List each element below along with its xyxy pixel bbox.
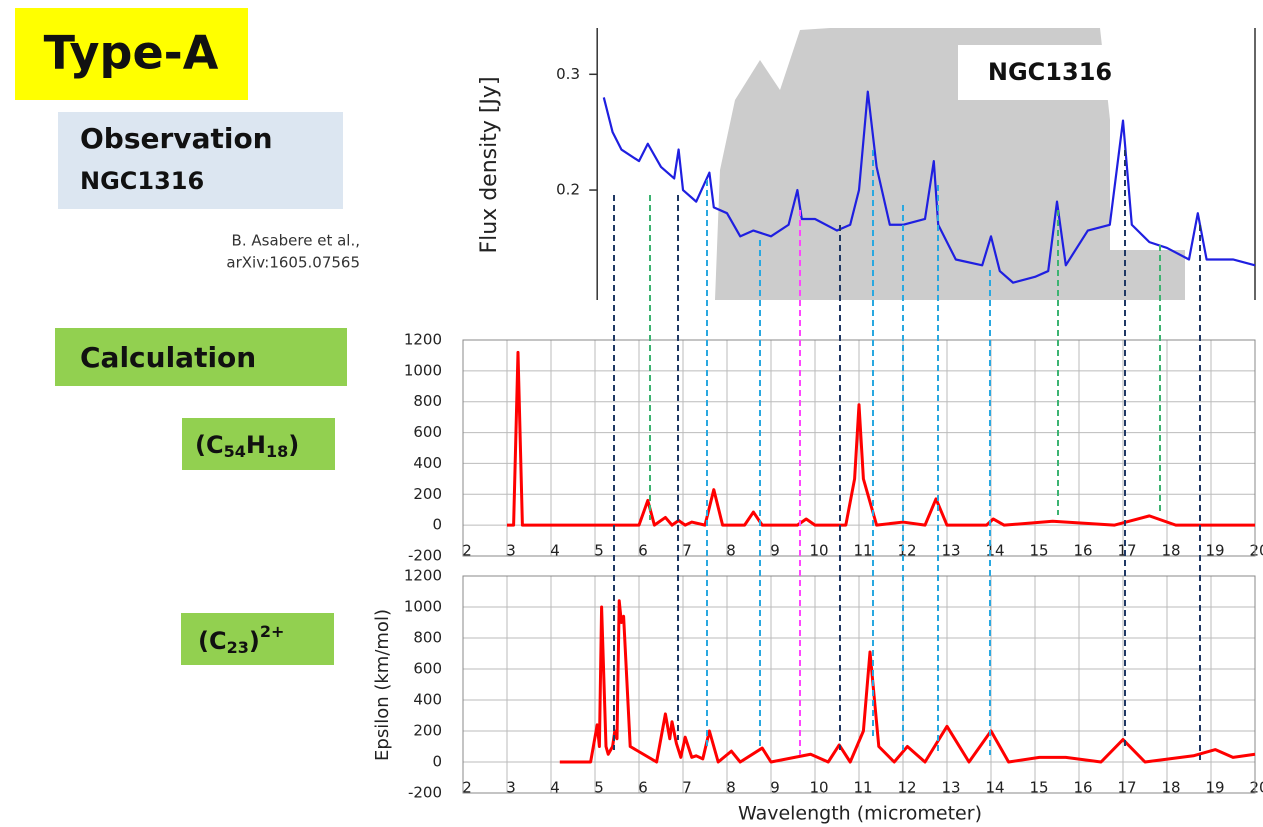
spectrum-line: [507, 350, 1255, 527]
formula-box: [182, 418, 335, 470]
x-tick-label: 12: [897, 542, 916, 560]
spectrum-line: [559, 599, 1256, 764]
x-tick-label: 17: [1117, 542, 1136, 560]
x-tick-label: 13: [941, 779, 960, 797]
x-tick-label: 18: [1161, 542, 1180, 560]
formula: (C23)2+: [198, 622, 284, 657]
y-tick-label: 800: [413, 629, 442, 647]
formula-part: 54: [224, 442, 246, 461]
y-tick-label: 400: [413, 454, 442, 472]
x-tick-label: 19: [1205, 542, 1224, 560]
x-tick-label: 19: [1205, 779, 1224, 797]
x-tick-label: 2: [462, 779, 472, 797]
formula: (C54H18): [195, 431, 299, 461]
chart-title: NGC1316: [988, 58, 1112, 86]
error-band: [1110, 250, 1185, 300]
y-tick-label: -200: [408, 784, 442, 802]
x-tick-label: 16: [1073, 779, 1092, 797]
x-tick-label: 16: [1073, 542, 1092, 560]
plot-frame: [462, 575, 1256, 794]
x-tick-label: 3: [506, 542, 516, 560]
formula-part: 23: [227, 638, 249, 657]
y-axis-label: Epsilon (km/mol): [372, 609, 393, 761]
x-tick-label: 8: [726, 542, 736, 560]
spectrum-line: [602, 90, 1256, 284]
observation-box: [58, 112, 343, 209]
y-axis-label: Flux density [Jy]: [477, 76, 502, 253]
x-tick-label: 3: [506, 779, 516, 797]
guide-lines: [613, 150, 1201, 760]
x-tick-label: 5: [594, 779, 604, 797]
x-tick-label: 7: [682, 542, 692, 560]
y-tick-label: 400: [413, 691, 442, 709]
title-box: [958, 45, 1140, 100]
x-tick-label: 6: [638, 779, 648, 797]
formula-box: [181, 613, 334, 665]
y-tick-label: 600: [413, 423, 442, 441]
x-tick-label: 20: [1249, 779, 1263, 797]
x-tick-label: 20: [1249, 542, 1263, 560]
x-tick-label: 11: [853, 542, 872, 560]
plot-frame: [462, 339, 1256, 557]
y-tick-label: 1200: [404, 331, 442, 349]
x-tick-label: 11: [853, 779, 872, 797]
x-tick-label: 9: [770, 542, 780, 560]
formula-part: 2+: [260, 622, 285, 641]
x-tick-label: 14: [985, 779, 1004, 797]
badge-box: [15, 8, 248, 100]
formula-part: ): [288, 431, 299, 459]
y-tick-label: 0.3: [556, 65, 580, 83]
y-tick-label: 0: [432, 516, 442, 534]
y-tick-label: 1000: [404, 598, 442, 616]
x-tick-label: 5: [594, 542, 604, 560]
badge: Type-A: [44, 26, 219, 80]
x-tick-label: 12: [897, 779, 916, 797]
y-tick-label: 200: [413, 722, 442, 740]
formula-part: H: [246, 431, 266, 459]
formula-part: (C: [195, 431, 224, 459]
formula-part: 18: [266, 442, 288, 461]
y-tick-label: 1200: [404, 567, 442, 585]
x-tick-label: 4: [550, 779, 560, 797]
observation-label: Observation: [80, 122, 273, 155]
formula-part: (C: [198, 627, 227, 655]
citation: arXiv:1605.07565: [226, 254, 360, 272]
calculation-box: [55, 328, 347, 386]
x-tick-label: 8: [726, 779, 736, 797]
x-tick-label: 7: [682, 779, 692, 797]
x-tick-label: 10: [809, 779, 828, 797]
x-tick-label: 4: [550, 542, 560, 560]
y-tick-label: 600: [413, 660, 442, 678]
x-tick-label: 14: [985, 542, 1004, 560]
y-tick-label: 800: [413, 392, 442, 410]
y-tick-label: -200: [408, 547, 442, 565]
x-tick-label: 15: [1029, 779, 1048, 797]
target-label: NGC1316: [80, 167, 204, 195]
x-tick-label: 15: [1029, 542, 1048, 560]
x-axis-label: Wavelength (micrometer): [738, 803, 982, 825]
y-tick-label: 1000: [404, 361, 442, 379]
x-tick-label: 13: [941, 542, 960, 560]
x-tick-label: 10: [809, 542, 828, 560]
x-tick-label: 17: [1117, 779, 1136, 797]
x-tick-label: 18: [1161, 779, 1180, 797]
y-tick-label: 0.2: [556, 181, 580, 199]
calculation-label: Calculation: [80, 341, 256, 374]
x-tick-label: 2: [462, 542, 472, 560]
x-tick-label: 9: [770, 779, 780, 797]
citation: B. Asabere et al.,: [232, 232, 360, 250]
y-tick-label: 200: [413, 485, 442, 503]
x-tick-label: 6: [638, 542, 648, 560]
formula-part: ): [249, 627, 260, 655]
y-tick-label: 0: [432, 753, 442, 771]
